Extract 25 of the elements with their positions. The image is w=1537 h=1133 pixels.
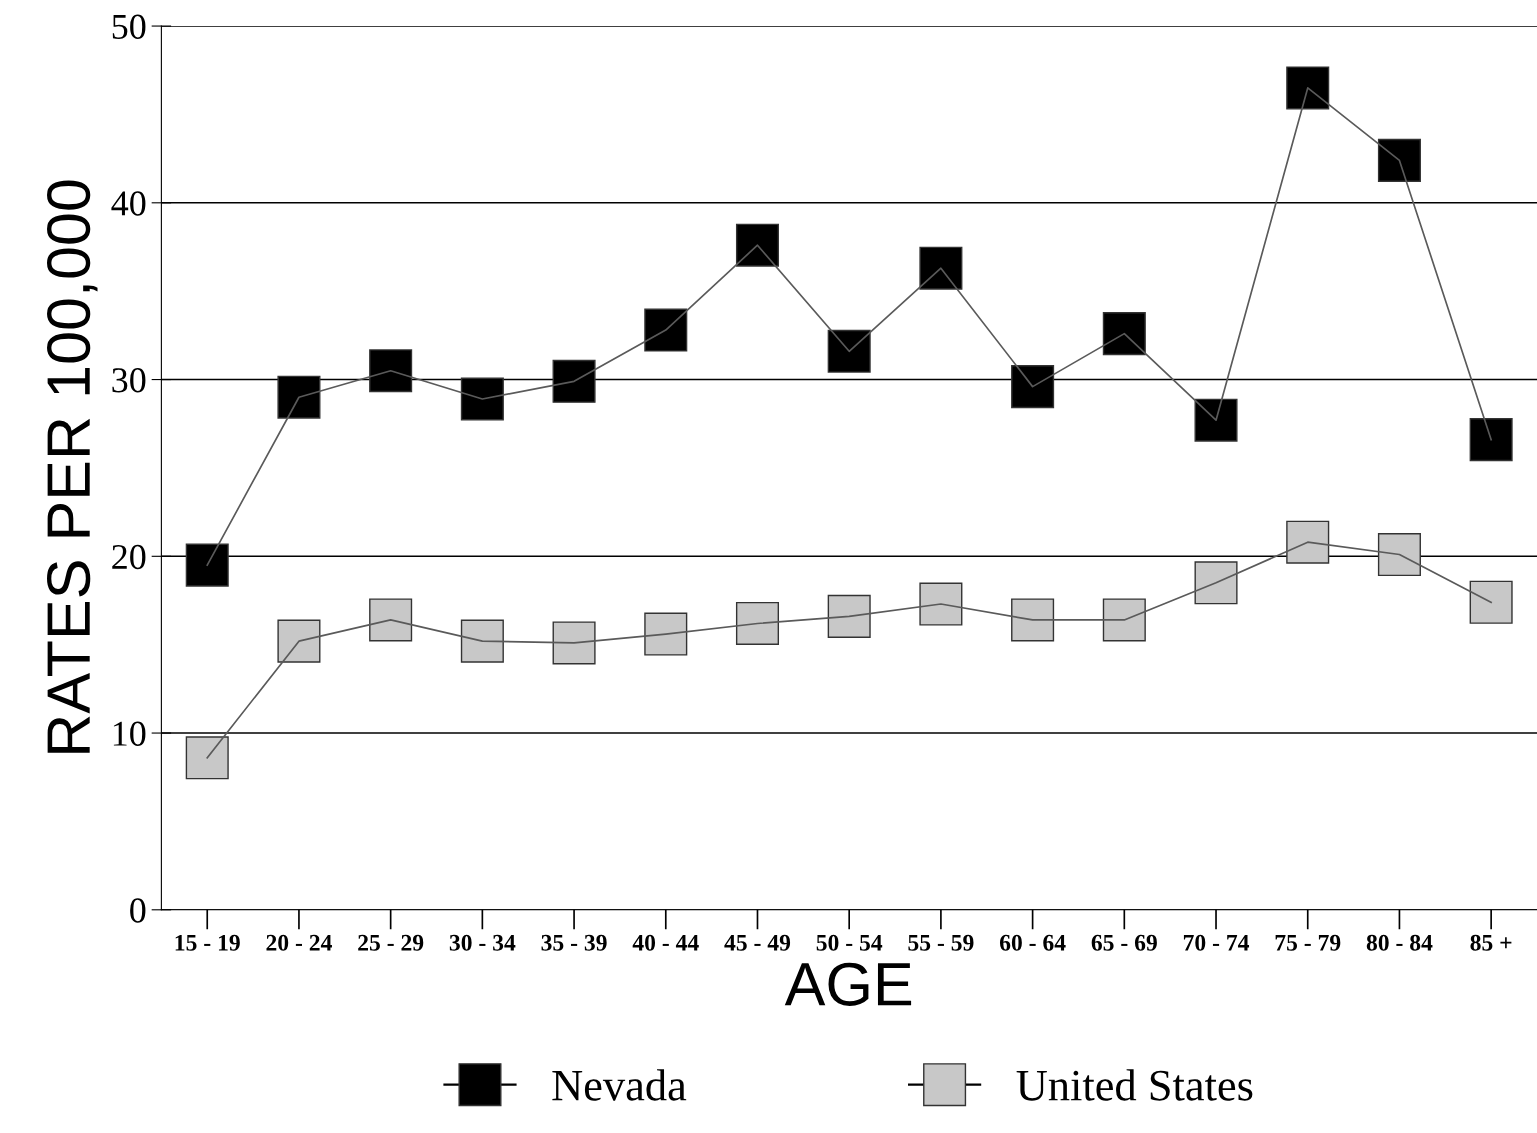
x-tick-label: 20 - 24 bbox=[266, 934, 332, 951]
y-tick-label: 10 bbox=[113, 721, 146, 746]
y-tick-label: 50 bbox=[112, 14, 146, 39]
x-tick-label: 40 - 44 bbox=[632, 934, 699, 951]
y-axis-title: RATES PER 100,000 bbox=[47, 180, 98, 753]
x-tick-label: 85 + bbox=[1470, 934, 1512, 951]
x-tick-label: 45 - 49 bbox=[724, 934, 791, 951]
x-tick-label: 80 - 84 bbox=[1366, 934, 1433, 951]
x-tick-label: 70 - 74 bbox=[1183, 934, 1250, 951]
x-tick-label: 75 - 79 bbox=[1275, 934, 1341, 951]
x-tick-label: 35 - 39 bbox=[541, 934, 607, 951]
x-tick-label: 65 - 69 bbox=[1091, 934, 1157, 951]
x-tick-label: 15 - 19 bbox=[175, 934, 240, 951]
y-tick-label: 0 bbox=[130, 898, 146, 923]
x-tick-label: 55 - 59 bbox=[908, 934, 974, 951]
x-tick-label: 25 - 29 bbox=[358, 934, 424, 951]
y-tick-label: 30 bbox=[112, 368, 146, 393]
legend-label: United States bbox=[1016, 1069, 1253, 1101]
x-tick-label: 50 - 54 bbox=[816, 934, 883, 951]
x-tick-label: 30 - 34 bbox=[449, 934, 516, 951]
y-tick-label: 20 bbox=[112, 544, 146, 570]
legend-label: Nevada bbox=[552, 1069, 687, 1101]
x-tick-label: 60 - 64 bbox=[999, 934, 1066, 951]
x-axis-title: AGE bbox=[784, 962, 912, 1006]
y-tick-label: 40 bbox=[111, 191, 146, 216]
